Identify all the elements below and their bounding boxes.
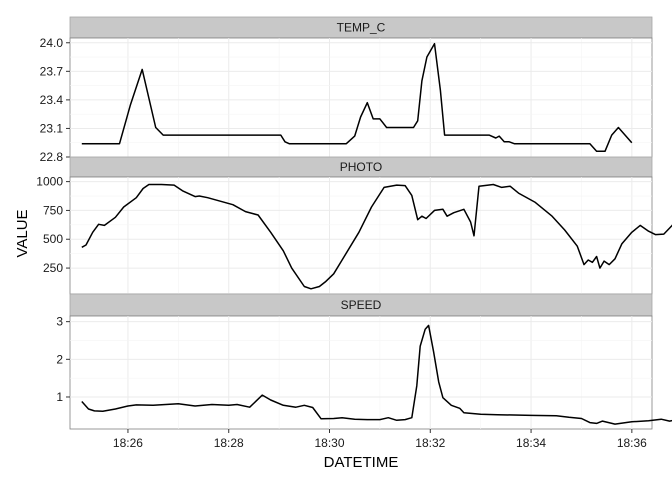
panel-temp-c	[69, 37, 653, 158]
panel-photo	[69, 176, 653, 295]
y-tick-label-temp-c: 23.1	[40, 121, 64, 135]
x-tick-label: 18:26	[113, 436, 143, 450]
x-tick-label: 18:30	[314, 436, 344, 450]
y-tick-label-temp-c: 24.0	[40, 36, 64, 50]
series-line-speed	[81, 324, 672, 425]
x-tick-label: 18:28	[214, 436, 244, 450]
y-tick-label-photo: 500	[43, 232, 63, 246]
y-tick-label-temp-c: 23.7	[40, 64, 64, 78]
y-axis-title: VALUE	[14, 209, 31, 257]
y-tick-label-photo: 750	[43, 203, 63, 217]
y-tick-label-photo: 250	[43, 261, 63, 275]
y-tick-label-speed: 2	[56, 352, 63, 366]
x-tick-label: 18:36	[617, 436, 647, 450]
y-tick-label-speed: 1	[56, 390, 63, 404]
facet-title-speed: SPEED	[341, 298, 382, 312]
series-line-temp-c	[81, 42, 633, 153]
panel-speed	[69, 315, 653, 430]
y-tick-label-speed: 3	[56, 315, 63, 329]
y-tick-label-photo: 1000	[36, 175, 63, 189]
x-axis-title: DATETIME	[324, 454, 399, 471]
y-tick-label-temp-c: 23.4	[40, 93, 64, 107]
facet-title-temp-c: TEMP_C	[337, 21, 386, 35]
series-line-photo	[81, 183, 672, 290]
facet-title-photo: PHOTO	[340, 160, 382, 174]
y-tick-label-temp-c: 22.8	[40, 150, 64, 164]
x-tick-label: 18:32	[415, 436, 445, 450]
x-tick-label: 18:34	[516, 436, 546, 450]
